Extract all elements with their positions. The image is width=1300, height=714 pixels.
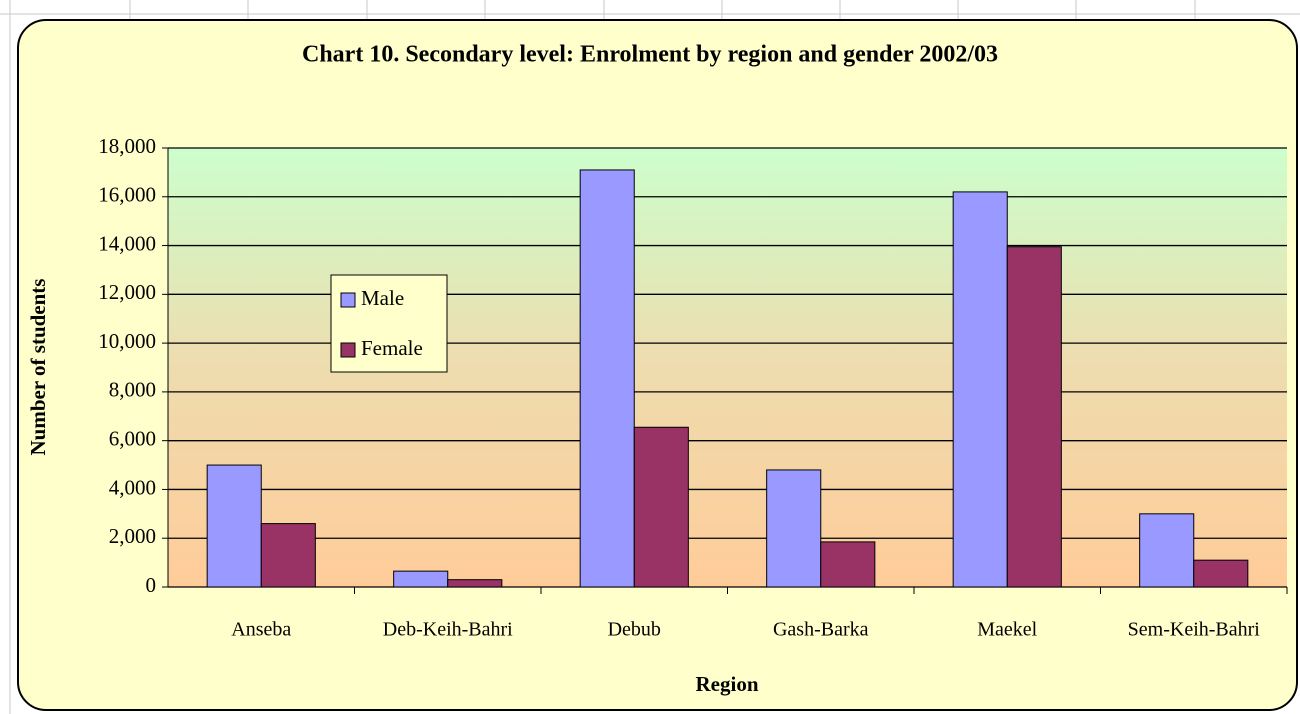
bar	[447, 579, 503, 588]
y-tick-label: 2,000	[109, 524, 156, 548]
y-tick-label: 18,000	[98, 134, 156, 158]
y-tick-label: 4,000	[109, 475, 156, 499]
bar	[393, 570, 449, 588]
legend-label: Male	[361, 286, 404, 310]
bar	[1006, 246, 1062, 588]
x-tick-label: Maekel	[977, 619, 1037, 641]
y-tick-label: 10,000	[98, 329, 156, 353]
bar	[820, 541, 876, 588]
y-tick-label: 16,000	[98, 183, 156, 207]
y-tick-label: 6,000	[109, 426, 156, 450]
y-axis-title: Number of students	[26, 279, 50, 456]
bar	[260, 523, 316, 588]
y-tick-label: 8,000	[109, 378, 156, 402]
x-tick-label: Debub	[608, 619, 661, 641]
y-tick-label: 12,000	[98, 280, 156, 304]
bar	[952, 191, 1008, 588]
x-axis-title: Region	[696, 672, 759, 696]
bar	[1193, 559, 1249, 588]
x-tick-label: Sem-Keih-Bahri	[1128, 619, 1261, 641]
bar	[579, 169, 635, 588]
x-tick-label: Deb-Keih-Bahri	[383, 619, 513, 641]
legend-swatch	[340, 342, 356, 358]
chart-title: Chart 10. Secondary level: Enrolment by …	[302, 42, 998, 68]
legend-label: Female	[361, 336, 423, 360]
x-tick-label: Gash-Barka	[773, 619, 869, 641]
bar	[1139, 513, 1195, 588]
bar	[633, 426, 689, 588]
y-tick-label: 14,000	[98, 231, 156, 255]
y-tick-label: 0	[146, 573, 157, 597]
bar	[766, 469, 822, 588]
marks: 0 2,000 4,000 6,000 8,000 10,000 12,000 14,000 1…	[98, 134, 1288, 641]
x-tick-label: Anseba	[231, 619, 291, 641]
bar	[206, 464, 262, 588]
legend-swatch	[340, 292, 356, 308]
